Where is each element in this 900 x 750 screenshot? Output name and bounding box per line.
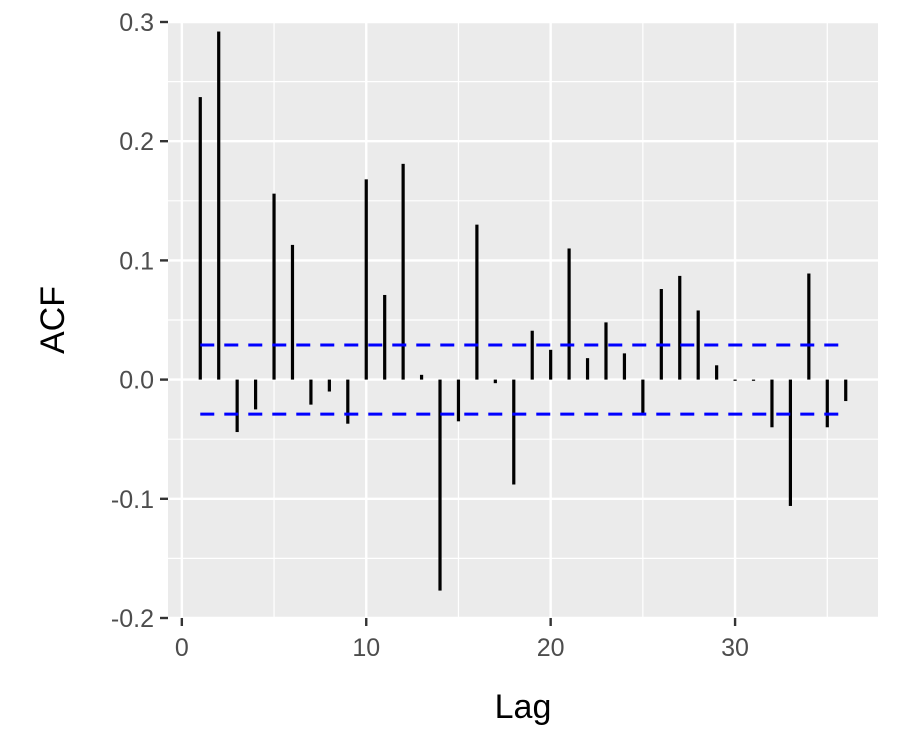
acf-bar	[512, 379, 516, 485]
acf-bar	[383, 294, 387, 380]
acf-bar	[530, 330, 534, 380]
acf-bar	[585, 358, 590, 380]
acf-bar	[438, 379, 442, 591]
x-axis-title: Lag	[495, 688, 552, 726]
x-tick-label: 0	[175, 634, 189, 662]
x-tick-label: 30	[721, 634, 749, 662]
y-tick-label: 0.3	[119, 9, 154, 37]
x-tick-label: 10	[352, 634, 380, 662]
acf-bar	[235, 379, 239, 433]
acf-bar	[733, 379, 737, 381]
acf-bar	[678, 275, 682, 380]
acf-bar	[309, 379, 313, 405]
acf-bar	[475, 224, 479, 380]
acf-bar	[788, 379, 793, 506]
y-tick-label: 0.1	[119, 247, 154, 275]
acf-bar	[641, 379, 645, 416]
acf-bar	[456, 379, 461, 422]
acf-bar	[567, 248, 571, 380]
x-tick-label: 20	[537, 634, 565, 662]
acf-bar	[290, 244, 295, 380]
y-tick-label: 0.0	[119, 367, 154, 395]
acf-bar	[419, 374, 424, 380]
acf-bar	[217, 31, 221, 380]
y-tick-label: 0.2	[119, 128, 154, 156]
confidence-lines	[200, 343, 846, 416]
acf-bar	[401, 163, 405, 380]
acf-bar	[272, 193, 276, 380]
acf-bar	[659, 289, 663, 380]
y-tick-label: -0.2	[111, 605, 154, 633]
acf-bar	[715, 365, 719, 380]
acf-bar	[604, 322, 608, 380]
axes: -0.2 -0.1 0.0 0.1 0.2 0.3 0 10 20 30	[111, 9, 749, 662]
acf-bar	[751, 379, 756, 381]
grid-minor	[168, 22, 878, 618]
acf-bar	[622, 353, 627, 380]
acf-bar	[825, 379, 829, 428]
y-tick-label: -0.1	[111, 486, 154, 514]
acf-bar	[198, 97, 202, 380]
acf-bar	[253, 379, 258, 410]
acf-bar	[770, 379, 774, 428]
acf-bar	[696, 310, 700, 380]
acf-bar	[346, 379, 350, 424]
acf-bar	[364, 179, 368, 380]
acf-bar	[807, 273, 811, 380]
acf-bars	[198, 31, 848, 591]
acf-bar	[493, 379, 497, 384]
acf-bar	[327, 379, 331, 392]
y-axis-title: ACF	[34, 286, 72, 354]
acf-bar	[549, 349, 553, 380]
acf-bar	[844, 379, 848, 402]
